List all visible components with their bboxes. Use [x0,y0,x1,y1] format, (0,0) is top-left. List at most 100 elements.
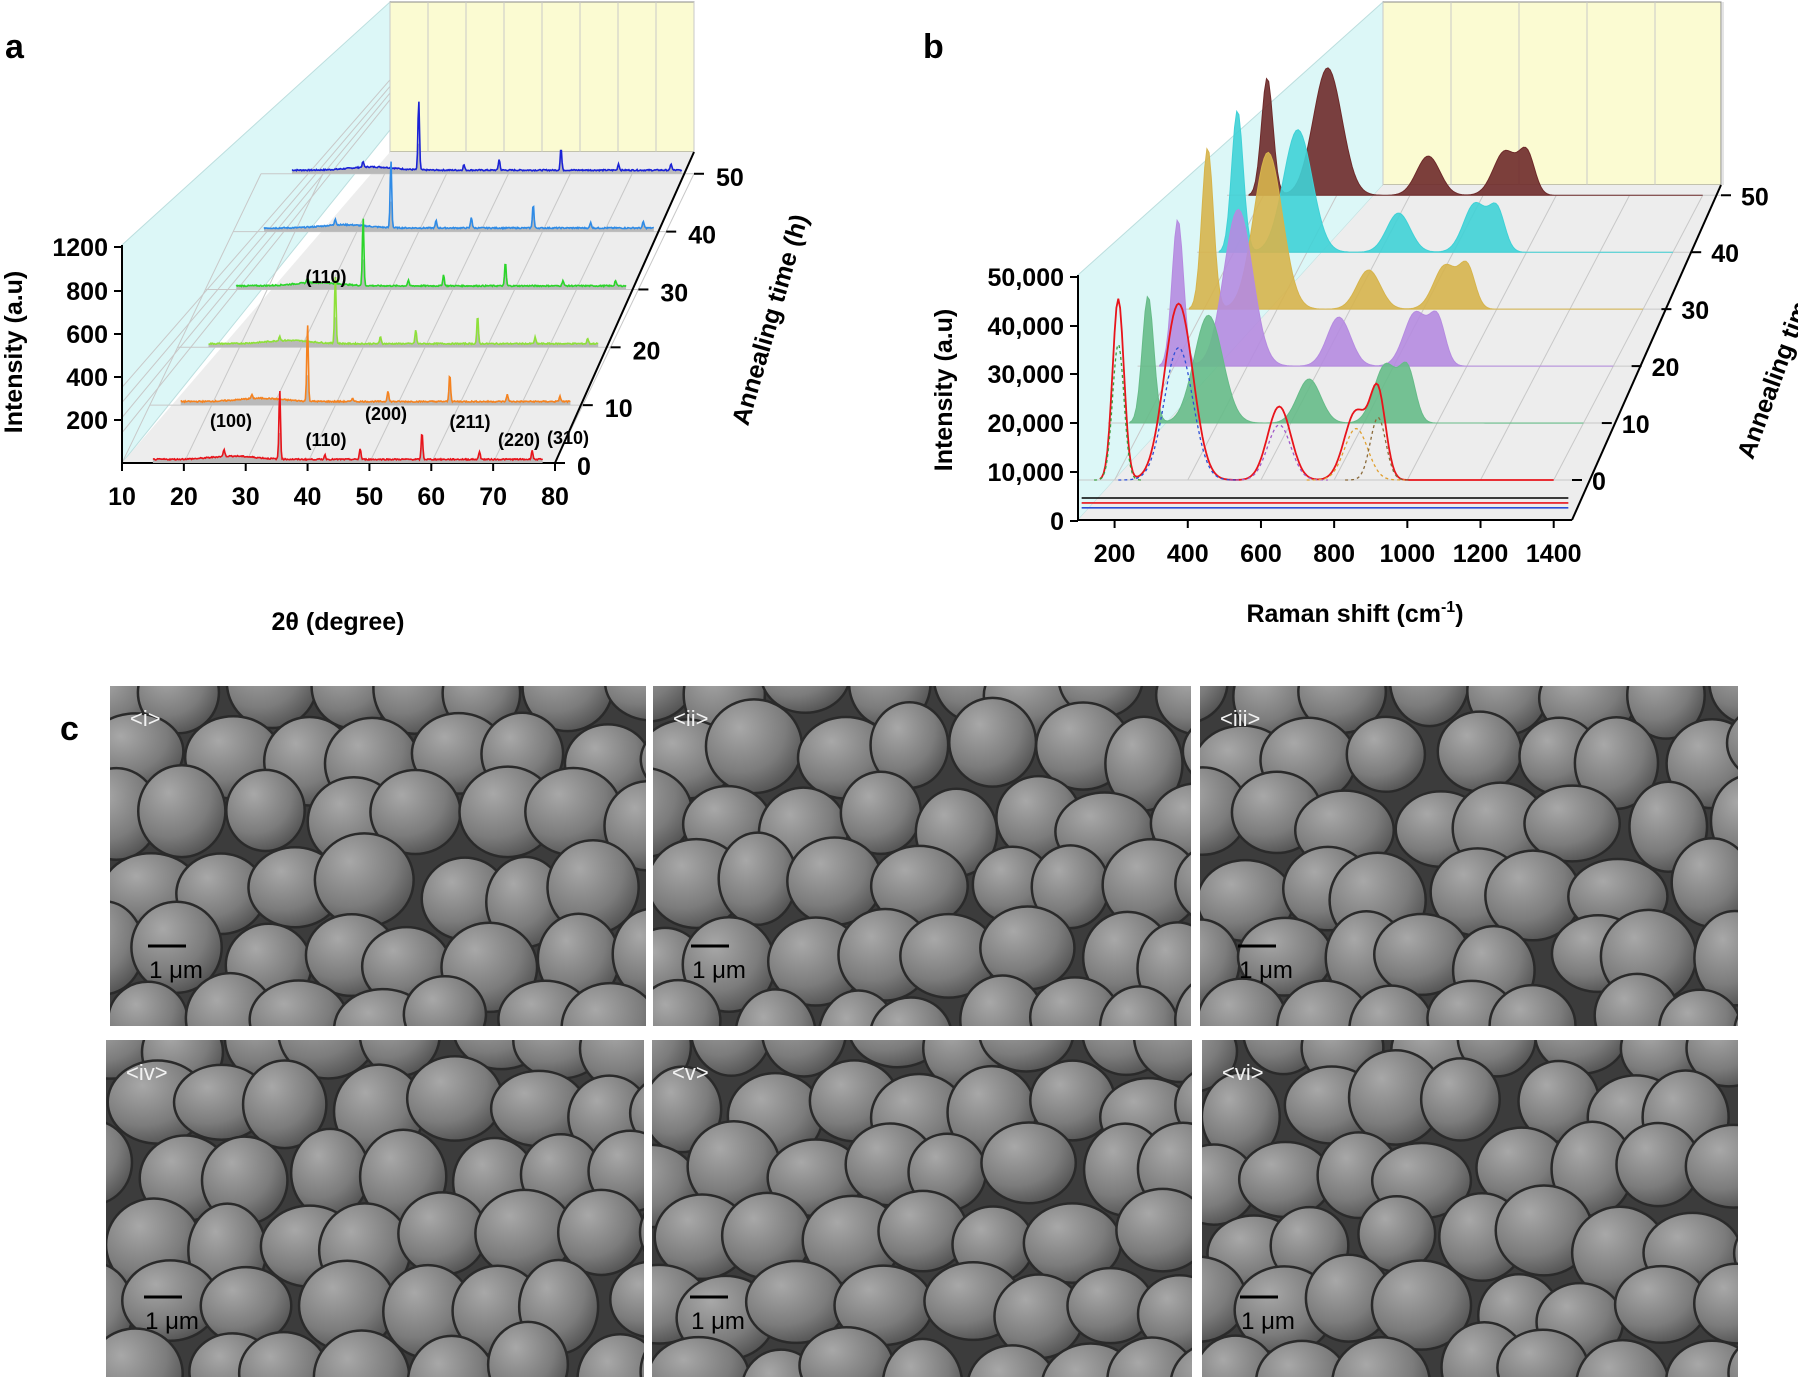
sem-grain [1488,983,1577,1026]
sem-grain [1154,686,1191,736]
sem-image-6: <vi> 1 μm [1202,1040,1798,1377]
a-peak-label: (220) [498,430,540,450]
sem-grain [639,740,646,779]
sem-image-label: <iii> [1220,706,1260,731]
a-x-tick-label: 60 [417,483,445,511]
a-z-tick-label: 20 [633,337,661,365]
sem-grain [717,831,798,927]
a-z-tick-label: 50 [716,164,744,192]
sem-grain [136,763,227,859]
panel-c: c <i> 1 μm <ii> 1 μm <iii> 1 μm <iv> 1 μm <v> 1 μ… [60,686,1798,1377]
sem-image-5: <v> 1 μm [652,1040,1192,1377]
a-xlabel: 2θ (degree) [272,608,405,636]
sem-grain [1732,1235,1738,1272]
sem-grain [761,1040,847,1078]
sem-grain [1345,715,1427,794]
sem-grain [397,1191,488,1277]
b-x-tick-label: 400 [1167,540,1209,568]
b-x-ticks: 200 400 600 800 1000 1200 1400 [1094,520,1582,568]
sem-grain [1693,1262,1738,1345]
sem-grain [1348,984,1435,1026]
panel-a: a 1200 800 600 400 200 10 20 30 40 50 60 70 80 0 10 2… [0,0,814,636]
b-z-tick-label: 10 [1622,411,1650,439]
b-area-10h [1129,295,1584,424]
sem-grain [560,981,646,1026]
sem-grain [1626,686,1706,740]
sem-grain [1106,1336,1192,1377]
a-peak-label: (200) [365,404,407,424]
a-y-tick-label: 1200 [52,234,108,262]
a-z-tick-label: 40 [688,222,716,250]
a-zlabel: Annealing time (h) [727,211,814,428]
sem-grain [870,996,952,1026]
sem-grain [402,974,488,1026]
sem-grain [106,1121,134,1204]
a-trace-30h [235,218,627,289]
sem-grain [978,1040,1074,1073]
sem-grains [1202,1040,1798,1377]
a-x-tick-label: 50 [356,483,384,511]
a-z-ticks: 0 10 20 30 40 50 [555,164,744,481]
b-area-50h [1248,67,1703,196]
b-z-tick-label: 40 [1711,240,1739,268]
b-z-tick-label: 0 [1592,468,1606,496]
sem-grain [1202,1040,1239,1092]
a-x-tick-label: 10 [108,483,136,511]
sem-grain [1370,1259,1473,1351]
sem-grain [1388,686,1470,728]
a-leftwall-gridline [121,79,391,388]
b-x-tick-label: 600 [1240,540,1282,568]
sem-grains [1200,686,1738,1026]
sem-grain [313,832,415,929]
b-component-peak [1094,344,1143,481]
sem-grain [1275,979,1374,1026]
b-y-tick-label: 10,000 [988,459,1064,487]
a-y-tick-label: 200 [66,407,108,435]
sem-image-1: <i> 1 μm [110,686,646,1026]
b-x-tick-label: 1400 [1526,540,1582,568]
sem-grain [1174,851,1191,917]
sem-grain [1575,1338,1670,1377]
scale-bar-label: 1 μm [691,1308,745,1335]
sem-grain [556,1188,644,1277]
b-xlabel: Raman shift (cm-1) [1246,599,1463,628]
b-y-tick-label: 40,000 [988,313,1064,341]
a-floor-gridline [183,173,324,464]
sem-grain [609,1260,644,1338]
a-x-tick-label: 30 [232,483,260,511]
sem-grain [1748,1057,1798,1136]
scale-bar-label: 1 μm [145,1308,199,1335]
sem-grain [761,686,850,715]
b-z-tick-label: 20 [1652,354,1680,382]
b-y-tick-label: 20,000 [988,410,1064,438]
b-area-40h [1218,109,1673,253]
b-traces [1081,67,1703,509]
sem-grain [639,1351,644,1377]
sem-grain [1200,686,1229,722]
sem-grain [1115,1187,1192,1273]
a-trace-50h [291,101,683,173]
b-z-ticks: 0 10 20 30 40 50 [1572,183,1769,496]
b-component-peak [1345,417,1411,481]
sem-grains [110,686,646,1026]
a-trace-40h [263,161,655,231]
sem-grain [1419,1057,1501,1142]
a-leftwall-gridline [121,86,391,403]
a-floor-gridline [245,173,386,464]
a-ylabel: Intensity (a.u) [0,271,28,434]
b-back-wall [1382,1,1722,186]
sem-image-4: <iv> 1 μm [106,1040,644,1377]
a-z-tick-label: 10 [605,395,633,423]
b-zlabel: Annealing time (h) [1732,248,1798,462]
b-z-axis [1571,184,1722,521]
b-y-tick-label: 30,000 [988,361,1064,389]
sem-grain [1725,716,1738,770]
sem-grains [106,1040,644,1377]
a-trace-10h [180,325,571,404]
a-trace-20h [208,276,599,346]
sem-grain [1174,1072,1192,1138]
sem-grain [225,686,319,730]
sem-grain [604,686,646,722]
sem-grain [1132,1040,1192,1084]
sem-grain [1727,1346,1738,1377]
